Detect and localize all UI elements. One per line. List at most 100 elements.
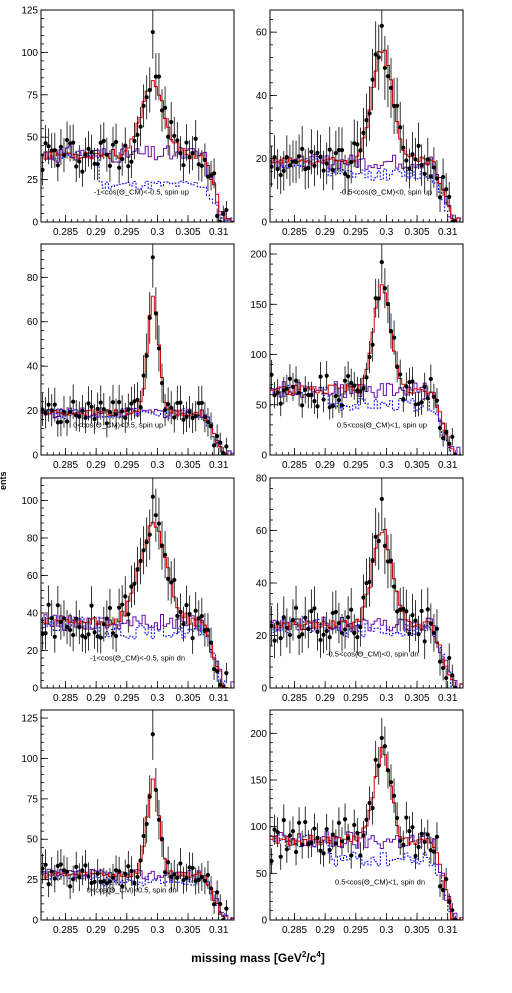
data-point bbox=[370, 533, 375, 588]
data-marker bbox=[221, 917, 226, 920]
y-ticks: 0 20 40 60 80 100 bbox=[21, 477, 48, 695]
data-marker bbox=[150, 29, 155, 35]
data-marker bbox=[297, 154, 302, 159]
data-point bbox=[284, 135, 289, 179]
data-marker bbox=[147, 315, 152, 320]
y-axis-label-fragment: ents bbox=[0, 471, 8, 490]
data-marker bbox=[404, 384, 409, 389]
data-marker bbox=[132, 138, 137, 144]
data-point bbox=[95, 859, 100, 889]
data-point bbox=[46, 387, 51, 422]
data-marker bbox=[64, 137, 70, 143]
data-marker bbox=[71, 140, 76, 145]
data-marker bbox=[80, 868, 85, 873]
x-tick-label: 0.31 bbox=[209, 460, 229, 471]
data-point bbox=[147, 292, 152, 344]
data-marker bbox=[444, 187, 449, 192]
data-point bbox=[49, 600, 54, 637]
data-point bbox=[373, 21, 378, 88]
data-point bbox=[382, 517, 387, 575]
data-marker bbox=[141, 103, 146, 108]
plot-area bbox=[270, 717, 463, 920]
data-marker bbox=[211, 902, 217, 907]
panel-6: 0.285 0.29 0.295 0.3 0.305 0.31 0 20 40 60 80 -0.5<… bbox=[256, 474, 464, 704]
data-point bbox=[193, 591, 198, 630]
data-marker bbox=[312, 826, 317, 831]
data-marker bbox=[349, 853, 354, 858]
data-marker bbox=[395, 364, 400, 369]
data-marker bbox=[388, 558, 394, 563]
data-marker bbox=[270, 858, 274, 864]
data-point bbox=[92, 868, 97, 896]
data-marker bbox=[398, 838, 403, 843]
data-marker bbox=[159, 380, 165, 386]
data-point bbox=[349, 842, 354, 869]
data-marker bbox=[324, 373, 329, 378]
y-tick-label: 75 bbox=[27, 90, 39, 101]
data-point bbox=[181, 405, 186, 435]
y-tick-label: 100 bbox=[250, 350, 267, 361]
data-marker bbox=[218, 440, 223, 445]
data-point bbox=[422, 154, 427, 194]
data-marker bbox=[169, 405, 174, 410]
data-marker bbox=[437, 884, 443, 889]
data-point bbox=[290, 816, 296, 847]
data-marker bbox=[181, 163, 186, 168]
data-marker bbox=[440, 665, 446, 671]
data-marker bbox=[398, 372, 403, 377]
data-marker bbox=[172, 872, 177, 877]
data-marker bbox=[364, 118, 369, 123]
data-marker bbox=[68, 627, 73, 633]
data-point bbox=[178, 136, 183, 171]
data-point bbox=[187, 395, 192, 428]
data-point bbox=[92, 147, 97, 180]
data-marker bbox=[46, 402, 51, 407]
data-point bbox=[318, 622, 323, 658]
data-marker bbox=[71, 399, 76, 404]
data-marker bbox=[300, 403, 305, 408]
x-tick-label: 0.31 bbox=[209, 693, 229, 704]
data-marker bbox=[385, 768, 391, 773]
data-marker bbox=[290, 829, 296, 834]
data-marker bbox=[355, 830, 360, 836]
data-point bbox=[123, 576, 128, 617]
data-point bbox=[318, 361, 323, 392]
data-marker bbox=[361, 595, 366, 600]
data-marker bbox=[55, 603, 60, 608]
data-marker bbox=[410, 152, 415, 157]
data-point bbox=[147, 775, 152, 819]
data-point bbox=[309, 381, 314, 409]
data-point bbox=[440, 429, 446, 447]
data-point bbox=[401, 386, 406, 413]
data-point bbox=[43, 125, 48, 162]
data-point bbox=[440, 655, 446, 681]
data-marker bbox=[46, 144, 51, 149]
data-point bbox=[367, 786, 372, 820]
data-point bbox=[169, 391, 174, 425]
data-point bbox=[208, 876, 214, 901]
data-point bbox=[339, 614, 345, 652]
data-point bbox=[156, 497, 162, 550]
data-marker bbox=[419, 163, 424, 168]
data-marker bbox=[218, 219, 223, 222]
data-point bbox=[211, 436, 217, 455]
data-point bbox=[43, 849, 48, 881]
panel-label: 0.5<cos(Θ_CM)<1, spin dn bbox=[335, 877, 425, 886]
y-tick-label: 40 bbox=[256, 91, 268, 102]
x-ticks: 0.285 0.29 0.295 0.3 0.305 0.31 bbox=[40, 681, 232, 704]
x-ticks: 0.285 0.29 0.295 0.3 0.305 0.31 bbox=[269, 448, 461, 471]
data-marker bbox=[444, 877, 449, 882]
data-marker bbox=[324, 161, 329, 166]
data-marker bbox=[71, 632, 76, 638]
y-tick-label: 0 bbox=[32, 684, 38, 695]
data-marker bbox=[187, 611, 192, 617]
data-point bbox=[74, 600, 79, 637]
panel-4: 0.285 0.29 0.295 0.3 0.305 0.31 0 50 100 150 200 0.… bbox=[250, 243, 464, 471]
data-point bbox=[211, 894, 217, 914]
x-tick-label: 0.3 bbox=[379, 227, 393, 238]
plot-frame bbox=[40, 243, 235, 456]
data-point bbox=[221, 447, 226, 455]
data-point bbox=[107, 588, 113, 628]
data-point bbox=[211, 158, 217, 189]
data-marker bbox=[113, 139, 119, 145]
